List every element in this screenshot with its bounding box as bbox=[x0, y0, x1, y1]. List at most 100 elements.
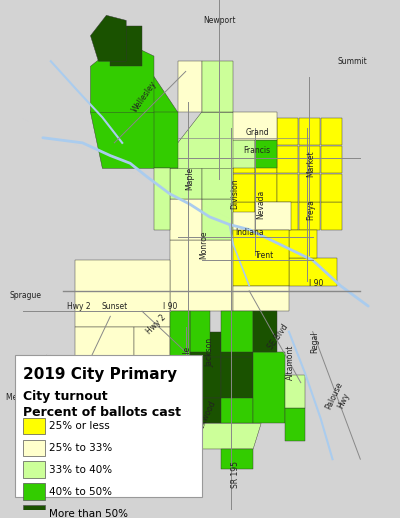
Bar bbox=[190, 357, 222, 398]
Polygon shape bbox=[90, 16, 126, 61]
Bar bbox=[170, 158, 202, 199]
Text: 25% to 33%: 25% to 33% bbox=[49, 443, 112, 453]
Bar bbox=[23, 462, 45, 478]
Bar bbox=[255, 174, 276, 202]
Polygon shape bbox=[202, 61, 233, 112]
Bar bbox=[233, 229, 289, 286]
Text: Jackson: Jackson bbox=[205, 338, 214, 367]
Text: 33% to 40%: 33% to 40% bbox=[49, 465, 112, 475]
Bar bbox=[233, 202, 255, 229]
Bar bbox=[233, 146, 255, 174]
Bar bbox=[255, 118, 276, 146]
Polygon shape bbox=[222, 449, 253, 469]
Bar bbox=[299, 118, 320, 146]
Bar bbox=[222, 332, 253, 372]
Text: Percent of ballots cast: Percent of ballots cast bbox=[23, 406, 181, 419]
Bar bbox=[233, 112, 277, 140]
Text: Newport: Newport bbox=[203, 16, 236, 25]
FancyBboxPatch shape bbox=[15, 355, 202, 497]
Bar bbox=[75, 260, 170, 326]
Bar bbox=[170, 240, 233, 311]
Text: Hwy 2: Hwy 2 bbox=[67, 301, 90, 311]
Text: 2019 City Primary: 2019 City Primary bbox=[23, 367, 177, 382]
Bar bbox=[190, 311, 210, 352]
Bar bbox=[299, 146, 320, 174]
Text: Freya: Freya bbox=[306, 199, 315, 220]
Bar bbox=[255, 202, 276, 229]
Bar bbox=[75, 326, 134, 398]
Bar bbox=[321, 174, 342, 202]
Bar bbox=[299, 202, 320, 229]
Text: More than 50%: More than 50% bbox=[49, 509, 128, 518]
Text: Rockwood: Rockwood bbox=[193, 399, 218, 438]
Bar bbox=[202, 199, 233, 240]
Bar bbox=[222, 311, 253, 352]
Bar bbox=[289, 229, 317, 257]
Text: SE Blvd: SE Blvd bbox=[266, 322, 290, 351]
Bar bbox=[285, 375, 305, 408]
Bar bbox=[170, 199, 202, 240]
Bar bbox=[23, 418, 45, 435]
Bar bbox=[289, 257, 336, 286]
Text: Market: Market bbox=[306, 150, 315, 177]
Text: SR 904: SR 904 bbox=[38, 353, 56, 382]
Polygon shape bbox=[110, 25, 142, 66]
Bar bbox=[202, 158, 233, 199]
Polygon shape bbox=[178, 61, 202, 112]
Text: Sunset: Sunset bbox=[101, 301, 128, 311]
Bar bbox=[277, 146, 298, 174]
Text: Division: Division bbox=[230, 179, 239, 209]
Polygon shape bbox=[90, 77, 178, 168]
Bar bbox=[253, 311, 277, 352]
Bar bbox=[277, 202, 298, 229]
Bar bbox=[23, 440, 45, 456]
Text: City turnout: City turnout bbox=[23, 390, 108, 404]
Bar bbox=[277, 118, 298, 146]
Bar bbox=[222, 398, 253, 424]
Text: I 90: I 90 bbox=[310, 279, 324, 287]
Bar bbox=[255, 146, 276, 174]
Text: Medical Lake: Medical Lake bbox=[6, 394, 56, 402]
Text: Maple: Maple bbox=[182, 346, 191, 369]
Text: Sprague: Sprague bbox=[9, 292, 41, 300]
Bar bbox=[233, 140, 255, 168]
Text: Trent: Trent bbox=[256, 251, 275, 260]
Bar bbox=[253, 352, 285, 424]
Bar bbox=[277, 174, 298, 202]
Bar bbox=[321, 118, 342, 146]
Text: Nevada: Nevada bbox=[257, 190, 266, 219]
Bar bbox=[233, 118, 255, 146]
Bar bbox=[134, 326, 170, 388]
Text: 25% or less: 25% or less bbox=[49, 421, 110, 431]
Bar bbox=[255, 140, 277, 168]
Bar bbox=[222, 357, 253, 398]
Bar bbox=[170, 311, 190, 398]
Polygon shape bbox=[90, 41, 154, 112]
Bar bbox=[233, 212, 255, 240]
Text: Palouse
Hwy: Palouse Hwy bbox=[324, 381, 354, 415]
Text: SR 195: SR 195 bbox=[231, 461, 240, 488]
Bar bbox=[233, 174, 255, 202]
Text: Altamont: Altamont bbox=[286, 344, 295, 380]
Bar bbox=[23, 483, 45, 500]
Text: 40% to 50%: 40% to 50% bbox=[49, 487, 112, 497]
Bar bbox=[154, 168, 170, 229]
Text: Wellesley: Wellesley bbox=[130, 80, 158, 114]
Text: Maple: Maple bbox=[185, 167, 194, 190]
Text: Grand: Grand bbox=[245, 128, 269, 137]
Text: Francis: Francis bbox=[244, 146, 271, 155]
Text: I 90: I 90 bbox=[163, 301, 177, 311]
Bar bbox=[23, 506, 45, 518]
Polygon shape bbox=[178, 112, 233, 168]
Bar bbox=[285, 408, 305, 441]
Bar bbox=[299, 174, 320, 202]
Text: Hwy 2: Hwy 2 bbox=[144, 312, 168, 336]
Text: Monroe: Monroe bbox=[199, 231, 208, 259]
Text: Summit: Summit bbox=[338, 57, 367, 66]
Bar bbox=[321, 146, 342, 174]
Bar bbox=[190, 398, 222, 424]
Polygon shape bbox=[190, 424, 261, 449]
Bar bbox=[255, 202, 291, 229]
Bar bbox=[233, 286, 289, 311]
Text: Regal: Regal bbox=[310, 331, 319, 353]
